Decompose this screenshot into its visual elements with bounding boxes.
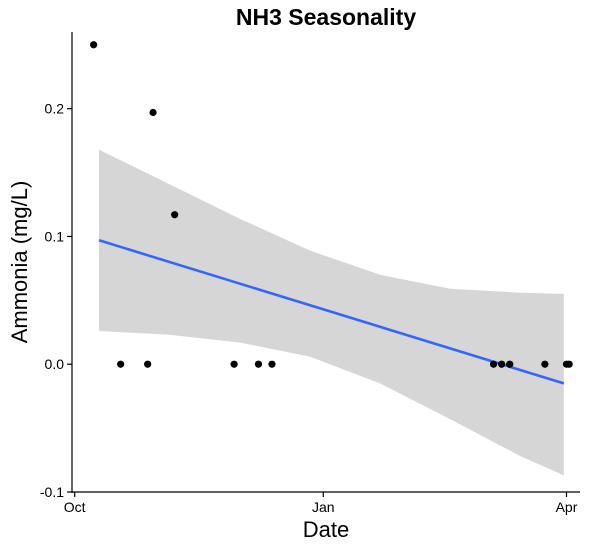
x-axis-title: Date [303,517,349,542]
x-axis-ticks: Oct Jan Apr [64,492,578,515]
data-point-2 [144,360,152,368]
trend-line-layer [98,239,565,385]
y-tick-label-1: 0.0 [45,356,65,372]
y-tick-label-3: 0.2 [45,101,65,117]
x-tick-label-jan: Jan [312,499,335,515]
data-point-6 [254,360,263,368]
data-point-0 [90,41,98,49]
data-point-8 [489,360,498,368]
y-tick-label-2: 0.1 [45,228,65,244]
data-point-4 [171,211,179,219]
data-point-7 [268,360,276,368]
data-point-11 [541,360,549,368]
data-point-9 [498,360,506,368]
data-point-3 [149,108,157,117]
trend-line [98,239,565,385]
chart-title: NH3 Seasonality [236,4,416,30]
y-axis-ticks: -0.1 0.0 0.1 0.2 [40,101,72,500]
y-tick-label-0: -0.1 [40,484,64,500]
x-tick-label-apr: Apr [556,499,578,515]
data-points-layer [90,41,573,368]
data-point-5 [230,360,238,368]
data-point-1 [117,360,125,368]
data-point-13 [565,360,573,368]
y-axis-title: Ammonia (mg/L) [7,181,32,344]
data-point-10 [506,360,514,368]
x-tick-label-oct: Oct [64,499,86,515]
